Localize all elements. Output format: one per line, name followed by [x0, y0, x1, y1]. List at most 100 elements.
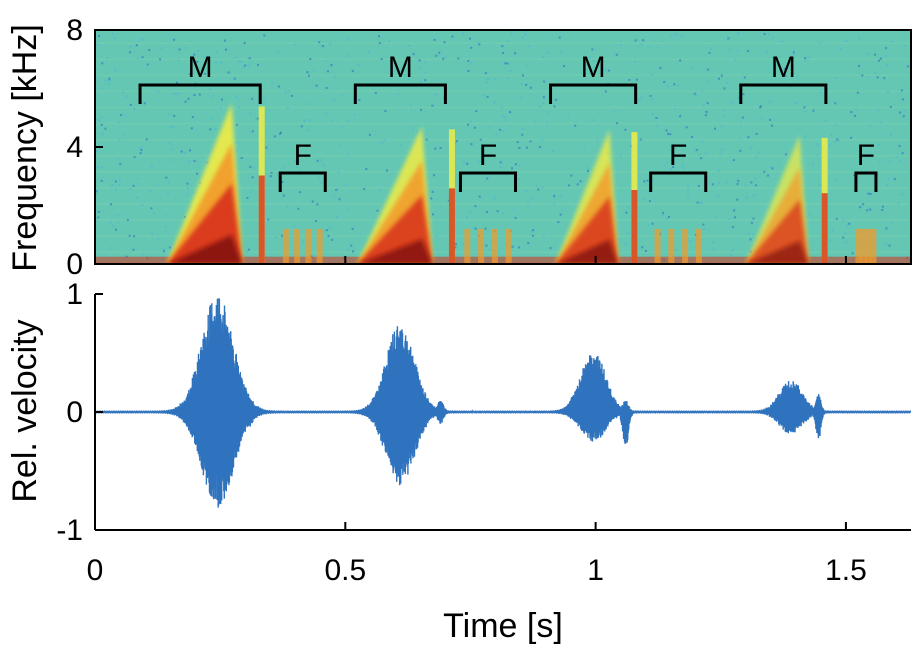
segment-brackets: M F M F M F M F	[138, 51, 878, 192]
spectrogram-noise	[477, 42, 480, 45]
spectrogram-noise	[685, 126, 688, 129]
spectrogram-noise	[357, 64, 360, 67]
spectrogram-noise	[484, 72, 487, 75]
spectrogram-noise	[412, 126, 415, 129]
spectrogram-noise	[204, 55, 207, 58]
spectrogram-noise	[341, 126, 344, 129]
spectrogram-noise	[655, 116, 658, 119]
spectrogram-noise	[282, 194, 285, 197]
spectrogram-noise	[770, 166, 773, 169]
spectrogram-noise	[496, 210, 499, 213]
spectrogram-noise	[424, 79, 427, 82]
spectrogram-noise	[129, 45, 132, 48]
spectrogram-band	[95, 106, 911, 109]
spectrogram-band	[95, 138, 911, 141]
spectrogram-noise	[531, 234, 534, 237]
spectrogram-burst	[357, 126, 455, 264]
spectrogram-noise	[378, 42, 381, 45]
spectrogram-noise	[168, 246, 171, 249]
spectrogram-noise	[315, 220, 318, 223]
spectrogram-noise	[881, 205, 884, 208]
spectrogram-noise	[504, 62, 507, 65]
spectrogram-noise	[224, 48, 227, 51]
spectrogram-noise	[184, 100, 187, 103]
spectrogram-noise	[151, 231, 154, 234]
spectrogram-noise	[712, 248, 715, 251]
spectrogram-noise	[835, 217, 838, 220]
y-tick-label: 4	[66, 131, 83, 164]
spectrogram-noise	[588, 56, 591, 59]
spectrogram-noise	[717, 195, 720, 198]
spectrogram-noise	[721, 125, 724, 128]
spectrogram-baseline-band	[95, 256, 911, 264]
spectrogram-noise	[197, 49, 200, 52]
y-tick-label: 0	[66, 248, 83, 281]
spectrogram-noise	[624, 242, 627, 245]
spectrogram-noise	[380, 58, 383, 61]
spectrogram-noise	[457, 57, 460, 60]
spectrogram-band	[95, 58, 911, 61]
spectrogram-noise	[183, 152, 186, 155]
spectrogram-noise	[489, 126, 492, 129]
spectrogram-noise	[808, 213, 811, 216]
spectrogram-noise	[687, 185, 690, 188]
spectrogram-noise	[694, 93, 697, 96]
spectrogram-noise	[755, 156, 758, 159]
spectrogram-noise	[499, 128, 502, 131]
spectrogram-noise	[388, 39, 391, 42]
spectrogram-noise	[227, 71, 230, 74]
spectrogram-noise	[368, 133, 371, 136]
spectrogram-noise	[729, 253, 732, 256]
spectrogram-noise	[433, 38, 436, 41]
spectrogram-noise	[648, 200, 651, 203]
spectrogram-noise	[887, 91, 890, 94]
spectrogram-noise	[643, 180, 646, 183]
spectrogram-streak-core	[631, 189, 638, 264]
spectrogram-noise	[325, 229, 328, 232]
spectrogram-noise	[885, 54, 888, 57]
spectrogram-noise	[470, 46, 473, 49]
spectrogram-noise	[527, 242, 530, 245]
spectrogram-noise	[726, 82, 729, 85]
spectrogram-noise	[186, 187, 189, 190]
spectrogram-noise	[818, 42, 821, 45]
spectrogram-noise	[596, 137, 599, 140]
spectrogram-noise	[662, 214, 665, 217]
spectrogram-noise	[619, 153, 622, 156]
spectrogram-noise	[424, 71, 427, 74]
spectrogram-noise	[221, 98, 224, 101]
spectrogram-noise	[676, 84, 679, 87]
spectrogram-noise	[713, 127, 716, 130]
waveform-panel: -101 0 0.5 1 1.5 Rel. velocity Time [s]	[6, 278, 911, 645]
spectrogram-noise	[702, 228, 705, 231]
spectrogram-noise	[525, 83, 528, 86]
spectrogram-noise	[235, 141, 238, 144]
spectrogram-noise	[641, 246, 644, 249]
spectrogram-noise	[432, 174, 435, 177]
spectrogram-noise	[435, 54, 438, 57]
spectrogram-noise	[336, 215, 339, 218]
spectrogram-noise	[765, 51, 768, 54]
spectrogram-noise	[376, 209, 379, 212]
spectrogram-noise	[493, 198, 496, 201]
spectrogram-noise	[694, 149, 697, 152]
spectrogram-noise	[625, 211, 628, 214]
spectrogram-noise	[281, 234, 284, 237]
spectrogram-noise	[466, 162, 469, 165]
spectrogram-noise	[624, 128, 627, 131]
spectrogram-f-blob	[855, 228, 862, 264]
spectrogram-noise	[133, 235, 136, 238]
spectrogram-noise	[902, 115, 905, 118]
spectrogram-noise	[101, 132, 104, 135]
spectrogram-noise	[734, 58, 737, 61]
spectrogram-burst-layer	[555, 239, 619, 264]
spectrogram-burst	[745, 135, 828, 264]
spectrogram-noise	[483, 94, 486, 97]
spectrogram-noise	[866, 145, 869, 148]
spectrogram-noise	[868, 207, 871, 210]
spectrogram-noise	[184, 46, 187, 49]
spectrogram-noise	[472, 227, 475, 230]
spectrogram-noise	[766, 174, 769, 177]
spectrogram-noise	[367, 50, 370, 53]
